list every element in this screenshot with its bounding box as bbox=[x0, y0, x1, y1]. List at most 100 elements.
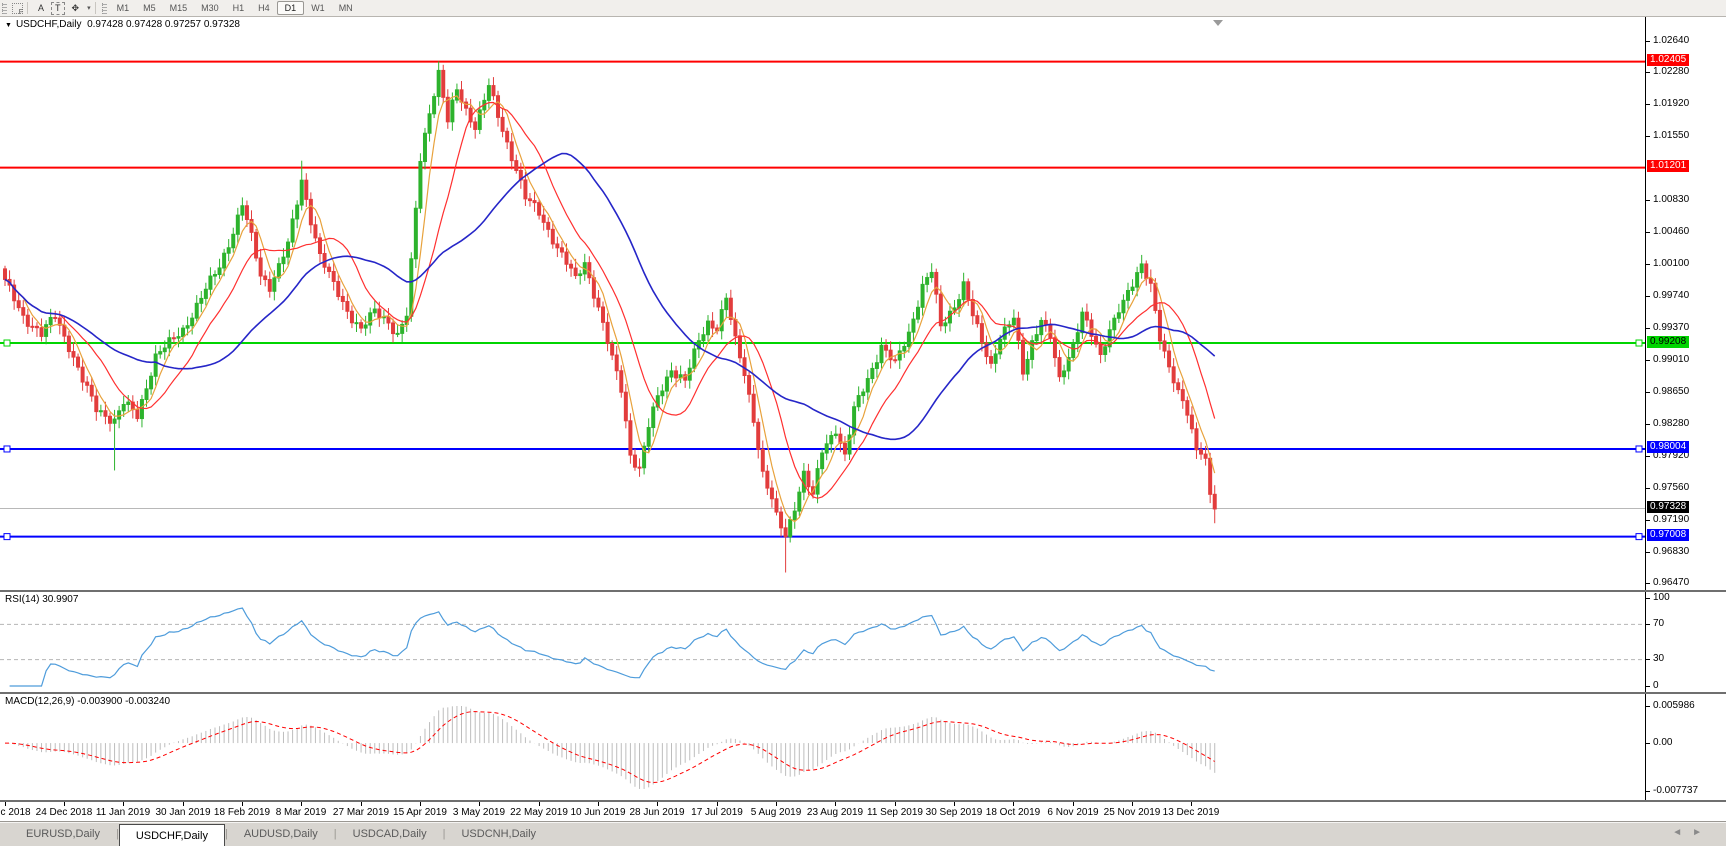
horizontal-level-line[interactable] bbox=[0, 533, 1645, 541]
ma-mid-line bbox=[4, 101, 1216, 499]
axis-tick-label: 0.97190 bbox=[1653, 514, 1690, 525]
chart-dropdown-icon[interactable]: ▼ bbox=[5, 22, 12, 29]
toolbar-gripper[interactable] bbox=[2, 2, 7, 14]
main-chart-panel: ▼ USDCHF,Daily 0.97428 0.97428 0.97257 0.… bbox=[0, 17, 1726, 592]
macd-canvas[interactable] bbox=[0, 694, 1645, 800]
rsi-indicator-label: RSI(14) 30.9907 bbox=[5, 594, 79, 605]
date-tick-label: 28 Jun 2019 bbox=[629, 807, 685, 818]
tab-separator: | bbox=[333, 827, 337, 840]
axis-tick-label: 0.99370 bbox=[1653, 322, 1690, 333]
date-tick-label: 8 Mar 2019 bbox=[275, 807, 327, 818]
timeframe-mn-button[interactable]: MN bbox=[338, 3, 353, 13]
tab-separator: | bbox=[115, 827, 119, 840]
axis-tick-label: 1.00100 bbox=[1653, 258, 1690, 269]
date-tick-label: 30 Sep 2019 bbox=[925, 807, 983, 818]
tab-usdcnh[interactable]: USDCNH,Daily bbox=[461, 827, 537, 840]
axis-tick-label: 0.96470 bbox=[1653, 577, 1690, 588]
price-level-tag: 0.97008 bbox=[1647, 529, 1690, 541]
tab-separator: | bbox=[442, 827, 446, 840]
line-handle bbox=[3, 533, 11, 541]
macd-axis[interactable]: 0.005986 0.00 -0.007737 bbox=[1645, 694, 1726, 800]
date-tick-label: 25 Nov 2019 bbox=[1103, 807, 1161, 818]
tab-audusd[interactable]: AUDUSD,Daily bbox=[243, 827, 318, 840]
candles bbox=[3, 61, 1217, 573]
timeframe-w1-button[interactable]: W1 bbox=[311, 3, 325, 13]
axis-tick-label: 1.01920 bbox=[1653, 98, 1690, 109]
rsi-canvas[interactable] bbox=[0, 592, 1645, 692]
ma-slow-line bbox=[4, 152, 1216, 441]
price-chart-canvas[interactable] bbox=[0, 17, 1645, 590]
cursor-mode-tool[interactable]: ✥ bbox=[71, 2, 80, 13]
horizontal-level-line[interactable] bbox=[0, 339, 1645, 347]
axis-tick-label: -0.007737 bbox=[1653, 785, 1699, 796]
top-toolbar: F A T ✥ ▾ M1 M5 M15 M30 H1 H4 D1 W1 MN bbox=[0, 0, 1726, 17]
chart-tab-bar: EURUSD,Daily | USDCHF,Daily | AUDUSD,Daily | U… bbox=[0, 821, 1726, 846]
toolbar-separator bbox=[94, 2, 96, 14]
axis-tick-label: 0.99010 bbox=[1653, 354, 1690, 365]
date-tick-label: 23 Aug 2019 bbox=[806, 807, 864, 818]
line-handle bbox=[3, 445, 11, 453]
date-tick-label: 6 Nov 2019 bbox=[1047, 807, 1099, 818]
date-tick-label: 18 Feb 2019 bbox=[213, 807, 271, 818]
rsi-axis[interactable]: 100 70 30 0 bbox=[1645, 592, 1726, 692]
axis-tick-label: 0.98650 bbox=[1653, 386, 1690, 397]
axis-tick-label: 0.00 bbox=[1653, 737, 1673, 748]
timeframe-m1-button[interactable]: M1 bbox=[116, 3, 130, 13]
date-tick-label: 17 Jul 2019 bbox=[691, 807, 743, 818]
macd-panel: MACD(12,26,9) -0.003900 -0.003240 0.0059… bbox=[0, 694, 1726, 802]
chart-quote-line: 0.97428 0.97428 0.97257 0.97328 bbox=[87, 19, 240, 30]
date-tick-label: 11 Sep 2019 bbox=[867, 807, 923, 818]
price-axis[interactable]: 1.02640 1.02280 1.01920 1.01550 1.00830 1.004… bbox=[1645, 17, 1726, 590]
price-level-tag: 1.02405 bbox=[1647, 54, 1690, 66]
tab-eurusd[interactable]: EURUSD,Daily bbox=[26, 827, 100, 840]
timeframe-h1-button[interactable]: H1 bbox=[232, 3, 245, 13]
timeframe-m5-button[interactable]: M5 bbox=[143, 3, 156, 13]
date-tick-label: 30 Jan 2019 bbox=[155, 807, 211, 818]
date-tick-label: 18 Oct 2019 bbox=[985, 807, 1041, 818]
axis-tick-label: 0 bbox=[1653, 680, 1659, 691]
axis-tick-label: 0.97560 bbox=[1653, 482, 1690, 493]
axis-tick-label: 70 bbox=[1653, 618, 1665, 629]
rsi-panel: RSI(14) 30.9907 100 70 30 0 bbox=[0, 592, 1726, 694]
axis-tick-label: 0.99740 bbox=[1653, 290, 1690, 301]
date-tick-label: 13 Dec 2019 bbox=[1162, 807, 1220, 818]
axis-tick-label: 1.02280 bbox=[1653, 66, 1690, 77]
timeframe-m15-button[interactable]: M15 bbox=[169, 3, 188, 13]
timeframe-h4-button[interactable]: H4 bbox=[258, 3, 270, 13]
timeframe-m30-button[interactable]: M30 bbox=[201, 3, 219, 13]
date-tick-label: 5 Aug 2019 bbox=[750, 807, 802, 818]
tab-usdchf[interactable]: USDCHF,Daily bbox=[118, 823, 225, 846]
annotate-a-tool[interactable]: A bbox=[38, 2, 45, 13]
line-handle bbox=[1635, 445, 1643, 453]
line-handle bbox=[3, 339, 11, 347]
tabbar-spacer bbox=[0, 823, 10, 846]
macd-signal-line bbox=[5, 711, 1215, 784]
tab-scroll-left-icon[interactable]: ◄ bbox=[1672, 826, 1693, 838]
toolbar-gripper[interactable] bbox=[101, 2, 107, 14]
scroll-end-marker-icon bbox=[1213, 20, 1223, 26]
date-tick-label: 3 May 2019 bbox=[452, 807, 506, 818]
price-level-tag: 0.97328 bbox=[1647, 501, 1690, 513]
date-tick-label: 5 Dec 2018 bbox=[0, 807, 31, 818]
timeframe-d1-button[interactable]: D1 bbox=[276, 1, 305, 15]
axis-tick-label: 0.97920 bbox=[1653, 450, 1690, 461]
cursor-tool-dropdown-caret[interactable]: ▾ bbox=[87, 5, 91, 12]
chart-symbol-label: USDCHF,Daily bbox=[15, 19, 82, 30]
tab-separator: | bbox=[224, 827, 228, 840]
axis-tick-label: 1.00830 bbox=[1653, 194, 1690, 205]
axis-tick-label: 0.96830 bbox=[1653, 546, 1690, 557]
tab-scroll-right-icon[interactable]: ► bbox=[1692, 826, 1712, 838]
axis-tick-label: 1.00460 bbox=[1653, 226, 1690, 237]
line-handle bbox=[1635, 339, 1643, 347]
chart-profile-icon[interactable]: F bbox=[12, 2, 23, 16]
text-tool[interactable]: T bbox=[51, 1, 65, 15]
macd-histogram bbox=[9, 706, 1216, 789]
date-tick-label: 15 Apr 2019 bbox=[393, 807, 447, 818]
toolbar-separator bbox=[27, 2, 28, 14]
axis-tick-label: 0.98280 bbox=[1653, 418, 1690, 429]
price-level-tag: 1.01201 bbox=[1647, 160, 1690, 172]
date-tick-label: 27 Mar 2019 bbox=[332, 807, 390, 818]
axis-tick-label: 100 bbox=[1653, 592, 1670, 603]
tab-usdcad[interactable]: USDCAD,Daily bbox=[352, 827, 427, 840]
